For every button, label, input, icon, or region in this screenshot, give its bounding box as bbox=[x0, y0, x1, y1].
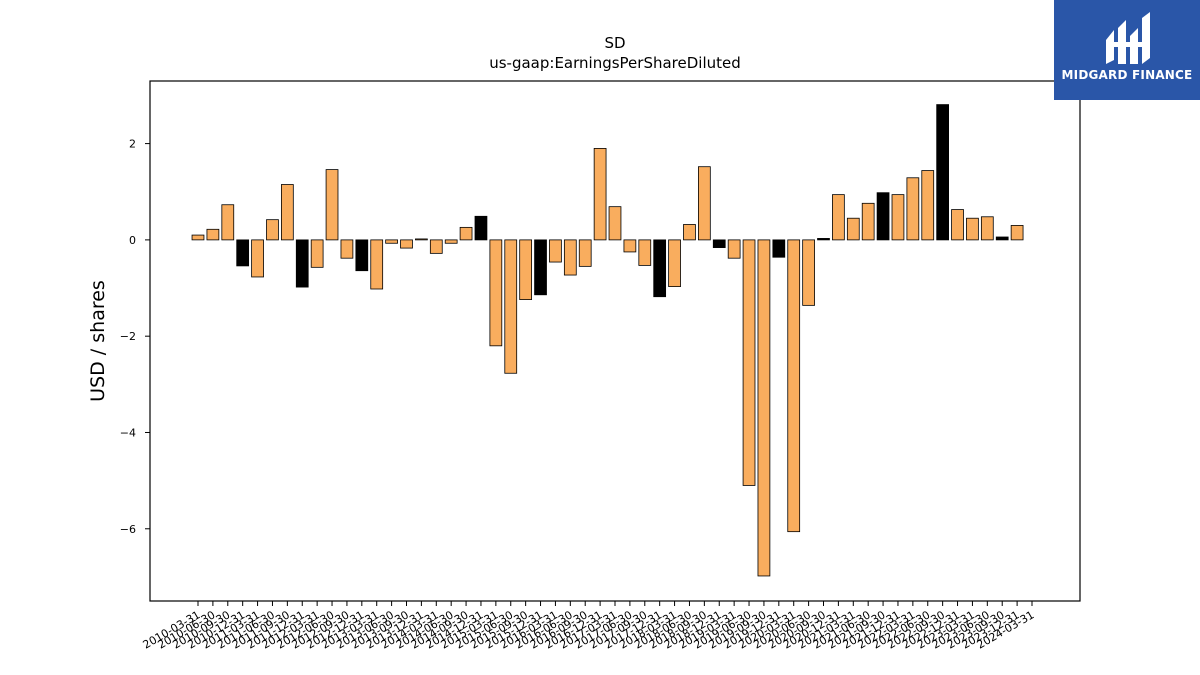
bar bbox=[891, 194, 905, 241]
bar bbox=[429, 239, 443, 254]
bar bbox=[832, 194, 845, 241]
bar bbox=[757, 239, 771, 577]
bar bbox=[802, 239, 815, 306]
bar bbox=[400, 239, 413, 249]
bar bbox=[549, 239, 562, 263]
bar bbox=[638, 239, 652, 266]
bar bbox=[370, 239, 384, 290]
brand-logo: MIDGARD FINANCE bbox=[1054, 0, 1200, 100]
y-tick-label: 2 bbox=[129, 138, 136, 151]
bar bbox=[936, 104, 950, 241]
bar bbox=[295, 239, 309, 288]
bar bbox=[355, 239, 369, 272]
bar bbox=[966, 217, 979, 241]
bar bbox=[325, 169, 339, 241]
bar bbox=[593, 148, 607, 241]
bar bbox=[995, 236, 1009, 241]
bar bbox=[310, 239, 324, 268]
bar bbox=[712, 239, 726, 248]
bar bbox=[846, 217, 860, 241]
bar bbox=[608, 206, 622, 241]
x-axis-ticks: 2010-03-312010-06-302010-09-302010-12-31… bbox=[141, 601, 1037, 652]
bar bbox=[980, 216, 994, 241]
y-axis-label: USD / shares bbox=[87, 280, 109, 402]
bar bbox=[578, 239, 592, 267]
bar bbox=[906, 177, 920, 241]
bar bbox=[727, 239, 741, 259]
bar bbox=[251, 239, 264, 278]
bar bbox=[951, 209, 964, 241]
y-tick-label: 0 bbox=[129, 234, 136, 247]
logo-text: MIDGARD FINANCE bbox=[1061, 68, 1193, 82]
bar bbox=[519, 239, 533, 300]
bar bbox=[683, 224, 696, 241]
bar bbox=[787, 239, 801, 533]
bar bbox=[653, 239, 667, 298]
midgard-logo-icon bbox=[1106, 12, 1150, 64]
bar bbox=[385, 239, 398, 244]
bar bbox=[1010, 225, 1024, 241]
bar bbox=[623, 239, 637, 253]
bar bbox=[534, 239, 547, 296]
bar bbox=[772, 239, 786, 258]
bar bbox=[266, 219, 279, 241]
y-tick-label: −2 bbox=[120, 330, 136, 343]
bar bbox=[504, 239, 518, 374]
plot-frame bbox=[149, 80, 1081, 602]
bar bbox=[221, 204, 235, 241]
bar bbox=[876, 192, 890, 241]
bar bbox=[236, 239, 250, 267]
y-tick-label: −6 bbox=[120, 523, 136, 536]
bar bbox=[489, 239, 503, 347]
chart-title: SD bbox=[604, 34, 625, 52]
bar bbox=[861, 202, 875, 241]
bar bbox=[206, 228, 220, 241]
bars-layer bbox=[191, 104, 1024, 577]
bar bbox=[921, 170, 935, 241]
bar bbox=[698, 166, 711, 241]
bar bbox=[817, 238, 830, 241]
y-tick-label: −4 bbox=[120, 426, 136, 439]
bar bbox=[280, 184, 294, 241]
bar bbox=[415, 238, 428, 241]
bar bbox=[742, 239, 756, 486]
bar bbox=[340, 239, 354, 259]
bar bbox=[474, 215, 488, 241]
y-axis-ticks: −6 −4 −2 0 2 bbox=[120, 138, 150, 536]
bar bbox=[191, 234, 205, 241]
bar bbox=[668, 239, 681, 287]
bar bbox=[459, 226, 473, 241]
bar bbox=[444, 239, 458, 244]
chart-subtitle: us-gaap:EarningsPerShareDiluted bbox=[489, 54, 741, 72]
bar bbox=[563, 239, 577, 276]
